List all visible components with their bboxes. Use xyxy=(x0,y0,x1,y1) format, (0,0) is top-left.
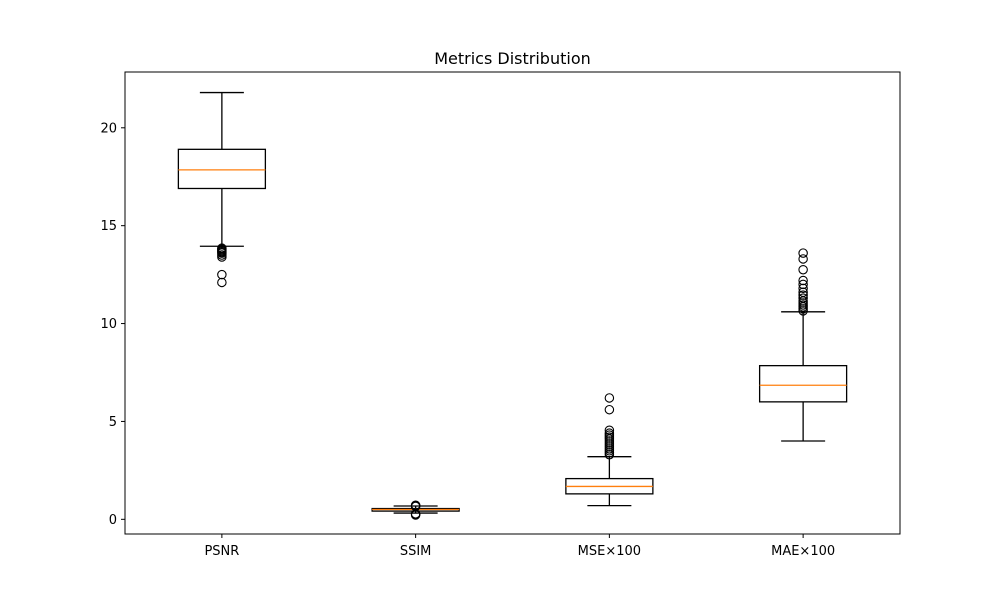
outlier-point xyxy=(798,248,808,258)
box-1 xyxy=(371,500,460,520)
outlier-point xyxy=(604,393,615,403)
outlier-point xyxy=(798,293,808,303)
outlier-point xyxy=(798,290,808,300)
box-3 xyxy=(758,248,848,442)
outlier-point xyxy=(798,279,808,290)
chart-title: Metrics Distribution xyxy=(434,49,591,68)
y-tick-label: 10 xyxy=(100,317,117,332)
outlier-point xyxy=(604,428,615,438)
x-tick-label: PSNR xyxy=(204,544,239,559)
outlier-point xyxy=(604,425,615,435)
plot-frame xyxy=(124,71,901,535)
outlier-point xyxy=(604,404,615,415)
outlier-point xyxy=(217,277,227,288)
x-axis: PSNR SSIM MSE×100 MAE×100 xyxy=(204,534,835,559)
outlier-point xyxy=(798,264,808,275)
x-tick-label: MSE×100 xyxy=(578,544,641,559)
y-tick-label: 20 xyxy=(100,121,117,136)
y-tick-label: 15 xyxy=(100,219,117,234)
plot-area xyxy=(177,91,848,520)
outlier-point xyxy=(798,287,808,297)
y-axis: 0 5 10 15 20 xyxy=(100,121,125,528)
y-tick-label: 0 xyxy=(109,513,117,528)
box-0 xyxy=(177,91,267,288)
outlier-point xyxy=(217,252,227,262)
x-tick-label: SSIM xyxy=(400,544,432,559)
y-tick-label: 5 xyxy=(109,415,117,430)
outlier-point xyxy=(217,269,227,280)
iqr-box xyxy=(177,148,267,190)
box-2 xyxy=(565,393,654,507)
iqr-box xyxy=(758,364,848,403)
outlier-point xyxy=(798,254,808,264)
x-tick-label: MAE×100 xyxy=(771,544,835,559)
outlier-point xyxy=(798,283,808,294)
outlier-point xyxy=(798,275,808,286)
outlier-point xyxy=(410,510,421,520)
